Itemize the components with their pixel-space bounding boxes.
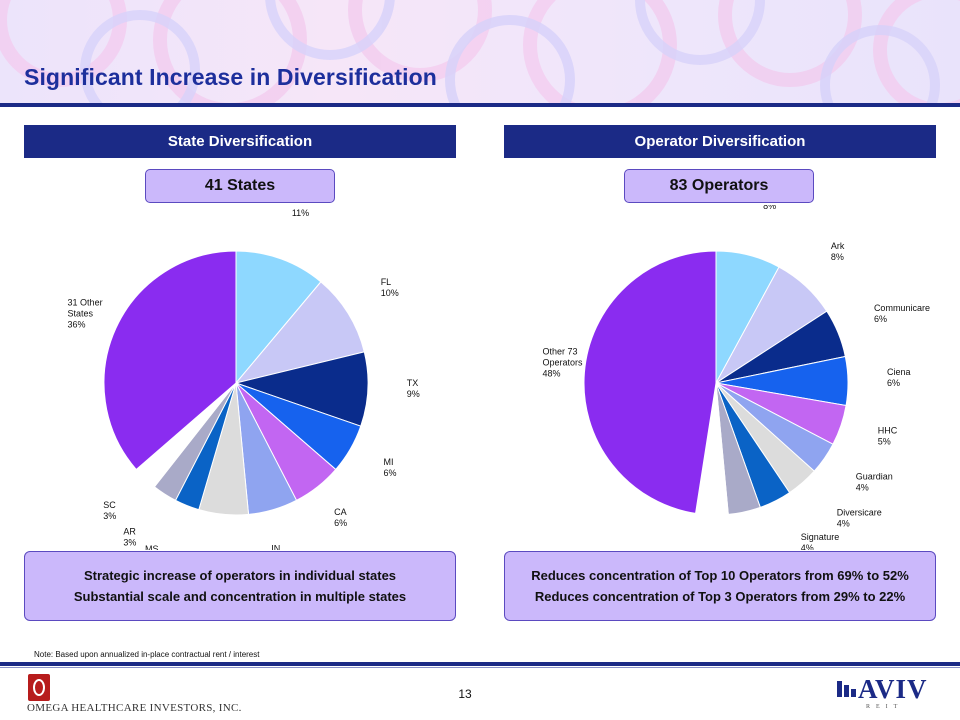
banner-pattern [0, 0, 960, 104]
state-label-31-other-states: 31 Other States 36% [68, 298, 103, 330]
aviv-logo-icon [837, 681, 856, 697]
page-title: Significant Increase in Diversification [24, 64, 437, 90]
state-label-tx: TX 9% [407, 378, 420, 399]
operator-label-guardian: Guardian 4% [856, 471, 893, 492]
operator-note-2: Reduces concentration of Top 3 Operators… [534, 589, 906, 604]
operator-note-1: Reduces concentration of Top 10 Operator… [531, 568, 909, 583]
page-number: 13 [458, 687, 472, 701]
state-note-1: Strategic increase of operators in indiv… [83, 568, 397, 583]
state-label-sc: SC 3% [103, 500, 116, 521]
state-label-ms: MS3% [145, 544, 159, 550]
header-banner [0, 0, 960, 104]
operator-label-hhc: HHC 5% [878, 426, 898, 447]
operator-notes-box: Reduces concentration of Top 10 Operator… [504, 551, 936, 621]
state-section-header: State Diversification [24, 125, 456, 158]
omega-logo-text: OMEGA HEALTHCARE INVESTORS, INC. [27, 702, 242, 714]
omega-logo-icon [28, 674, 50, 701]
operator-label-signature: Signature 4% [801, 532, 840, 550]
operator-slice-other-73-operators [583, 250, 717, 514]
aviv-logo-subtext: REIT [866, 704, 904, 710]
operator-label-ciena: Ciena 6% [887, 367, 911, 388]
operator-label-communicare: Communicare 6% [874, 303, 930, 324]
state-label-ca: CA 6% [334, 507, 347, 528]
state-label-fl: FL 10% [381, 277, 399, 298]
aviv-logo-text: AVIV [858, 674, 928, 704]
state-label-in: IN6% [271, 543, 284, 550]
bottom-rule [0, 662, 960, 666]
states-count-badge: 41 States [145, 169, 335, 203]
bottom-rule-thin [0, 667, 960, 668]
state-label-oh: OH11% [292, 205, 309, 218]
footnote: Note: Based upon annualized in-place con… [34, 650, 260, 659]
state-note-2: Substantial scale and concentration in m… [73, 589, 407, 604]
state-slice-31-other-states [103, 250, 237, 471]
operator-section-header: Operator Diversification [504, 125, 936, 158]
operator-label-diversicare: Diversicare 4% [837, 508, 882, 529]
top-rule [0, 103, 960, 107]
operator-label-ark: Ark 8% [831, 241, 845, 262]
state-pie-chart: OH11%FL10%TX9%MI6%CA6%IN6%PA6%MS3%AR3%SC… [68, 205, 420, 550]
state-label-mi: MI 6% [384, 457, 397, 478]
state-notes-box: Strategic increase of operators in indiv… [24, 551, 456, 621]
operators-count-badge: 83 Operators [624, 169, 814, 203]
state-slice-fl [234, 281, 365, 384]
state-slice-oh [235, 250, 322, 385]
operator-label-other-73-operators: Other 73 Operators 48% [542, 346, 583, 378]
state-label-ar: AR 3% [123, 527, 136, 548]
operator-label-genesis: Genesis8% [763, 205, 797, 211]
